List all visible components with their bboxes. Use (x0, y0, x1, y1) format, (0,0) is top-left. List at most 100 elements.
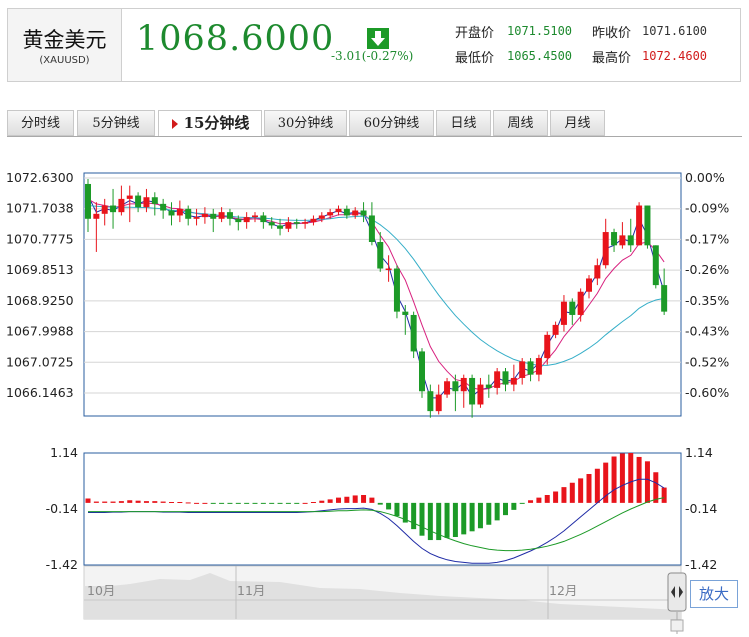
prev-close-value: 1071.6100 (642, 24, 708, 38)
macd-bar (252, 502, 258, 504)
kline-y-tick-right: 0.00% (685, 170, 725, 185)
macd-bar (653, 472, 659, 503)
candle-body (560, 301, 567, 325)
macd-bar (503, 502, 508, 516)
macd-bar (93, 501, 99, 503)
macd-bar (594, 468, 600, 503)
month-label-dec: 12月 (549, 583, 577, 598)
high-value: 1072.4600 (642, 49, 708, 63)
candle-body (569, 301, 576, 315)
candle-body (201, 213, 208, 218)
candle-body (327, 212, 334, 216)
candle-body (352, 210, 359, 216)
candle-body (577, 291, 584, 315)
macd-bar (344, 496, 350, 503)
kline-y-tick-right: -0.09% (685, 201, 729, 216)
macd-bar (569, 482, 575, 503)
macd-bar (419, 502, 425, 536)
kline-y-tick-left: 1069.8513 (6, 262, 74, 277)
candle-body (268, 222, 275, 226)
candle-body (377, 241, 384, 269)
instrument-code: (XAUUSD) (39, 55, 90, 66)
macd-bar (636, 456, 642, 503)
macd-bar (219, 502, 225, 504)
macd-bar (235, 502, 241, 504)
candle-body (135, 195, 142, 208)
candle-body (611, 232, 618, 246)
candle-body (85, 183, 91, 219)
macd-bar (544, 495, 550, 503)
macd-y-tick-right: 1.14 (685, 445, 713, 460)
macd-bar (427, 502, 433, 541)
tab-5min[interactable]: 5分钟线 (77, 110, 155, 136)
kline-y-tick-left: 1070.7775 (6, 231, 74, 246)
macd-bar (285, 502, 291, 504)
candle-body (310, 218, 317, 223)
macd-bar (386, 502, 392, 510)
kline-y-tick-left: 1066.1463 (6, 385, 74, 400)
macd-bar (586, 474, 592, 503)
macd-right-axis: 1.14 -0.14 -1.42 (685, 445, 717, 572)
macd-bar (628, 453, 634, 503)
macd-histogram (85, 453, 667, 541)
moving-average-line-2 (87, 198, 665, 391)
macd-bar (494, 502, 500, 521)
macd-bar (644, 461, 650, 503)
kline-y-tick-left: 1072.6300 (6, 170, 74, 185)
kline-y-tick-right: -0.35% (685, 293, 729, 308)
tab-15min[interactable]: 15分钟线 (158, 110, 262, 136)
candle-body (419, 351, 425, 392)
tab-30min[interactable]: 30分钟线 (264, 110, 347, 136)
macd-bar (603, 462, 609, 503)
macd-bar (177, 502, 183, 503)
kline-y-tick-left: 1068.9250 (6, 293, 74, 308)
instrument-name-box: 黄金美元 (XAUUSD) (7, 8, 122, 82)
candle-body (502, 371, 509, 385)
candle-body (285, 222, 292, 229)
macd-bar (244, 502, 250, 504)
candle-body (277, 225, 284, 229)
low-value: 1065.4500 (507, 49, 573, 63)
timeline-area (84, 573, 681, 619)
candle-body (594, 265, 601, 279)
moving-average-line-3 (87, 205, 665, 366)
period-tabs: 分时线 5分钟线 15分钟线 30分钟线 60分钟线 日线 周线 月线 (7, 110, 605, 136)
candle-body (552, 324, 559, 335)
macd-y-tick-left: -1.42 (46, 557, 78, 572)
macd-bar (143, 501, 149, 503)
chart-area: 1072.6300 1071.7038 1070.7775 1069.8513 1068… (6, 170, 729, 634)
macd-y-tick-left: -0.14 (46, 501, 78, 516)
candle-body (318, 215, 325, 219)
macd-bar (536, 497, 542, 503)
candle-body (235, 218, 242, 223)
macd-left-axis: 1.14 -0.14 -1.42 (46, 445, 78, 572)
macd-bar (336, 497, 341, 503)
tab-daily[interactable]: 日线 (436, 110, 491, 136)
macd-bar (127, 500, 133, 503)
zoom-button[interactable]: 放大 (690, 580, 738, 608)
tab-60min[interactable]: 60分钟线 (349, 110, 434, 136)
candle-body (435, 394, 442, 412)
tab-monthly[interactable]: 月线 (550, 110, 605, 136)
candle-body (427, 391, 434, 412)
current-price: 1068.6000 (136, 19, 335, 59)
candle-body (168, 210, 175, 216)
kline-y-tick-right: -0.43% (685, 324, 729, 339)
kline-left-axis: 1072.6300 1071.7038 1070.7775 1069.8513 1068… (6, 170, 74, 400)
candle-body (535, 358, 542, 375)
timeline-handle[interactable] (667, 572, 687, 634)
candle-body (510, 377, 517, 385)
tab-weekly[interactable]: 周线 (493, 110, 548, 136)
macd-bar (194, 502, 200, 504)
tab-divider (7, 136, 742, 137)
candle-body (185, 208, 192, 219)
candle-body (519, 361, 526, 378)
macd-bar (210, 502, 216, 504)
tab-intraday[interactable]: 分时线 (7, 110, 74, 136)
macd-bar (411, 502, 417, 530)
macd-bar (160, 501, 166, 503)
macd-bar (260, 502, 266, 504)
quote-panel (122, 8, 741, 82)
candle-body (393, 268, 400, 312)
candle-body (118, 198, 125, 213)
